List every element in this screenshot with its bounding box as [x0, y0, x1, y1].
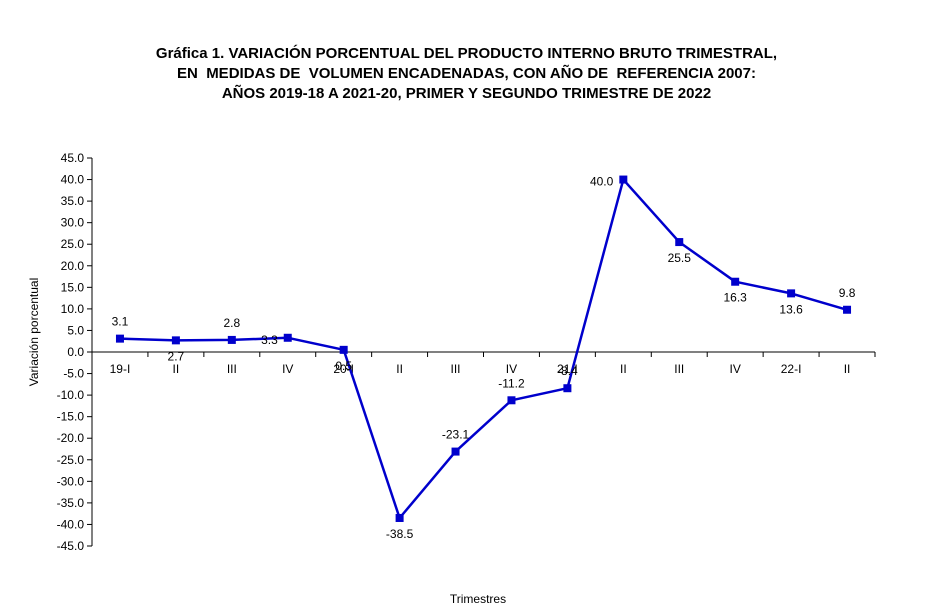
x-tick-label: II [396, 362, 403, 376]
y-tick-label: 5.0 [67, 323, 84, 337]
data-label: 3.3 [261, 333, 278, 347]
data-point [171, 336, 180, 345]
data-point [283, 333, 292, 342]
data-label: 13.6 [779, 302, 803, 316]
data-label: -8.4 [557, 364, 578, 378]
y-axis-ticks: 45.0 40.0 35.0 30.0 25.0 20.0 15.0 10.0 5.0 0.0 -5… [57, 151, 92, 553]
data-label: 40.0 [590, 175, 614, 189]
y-tick-label: -35.0 [57, 496, 85, 510]
data-label: 2.7 [168, 349, 185, 363]
chart-title-line-3: AÑOS 2019-18 A 2021-20, PRIMER Y SEGUNDO… [221, 85, 712, 102]
series-markers [115, 175, 852, 522]
y-tick-label: 45.0 [61, 151, 85, 165]
data-label: 9.8 [839, 286, 856, 300]
y-tick-label: 40.0 [61, 173, 85, 187]
data-point [115, 334, 124, 343]
x-tick-label: III [227, 362, 237, 376]
y-tick-label: -15.0 [57, 410, 85, 424]
y-tick-label: 35.0 [61, 194, 85, 208]
y-tick-label: 20.0 [61, 259, 85, 273]
y-tick-label: -10.0 [57, 388, 85, 402]
data-point [507, 396, 516, 405]
x-tick-label: II [844, 362, 851, 376]
data-label: 0.5 [335, 359, 352, 373]
y-tick-label: -20.0 [57, 431, 85, 445]
chart-title-line-1: Gráfica 1. VARIACIÓN PORCENTUAL DEL PROD… [155, 45, 778, 62]
x-tick-label: 19-I [110, 362, 131, 376]
data-point [227, 335, 236, 344]
y-tick-label: -40.0 [57, 517, 85, 531]
x-tick-label: III [674, 362, 684, 376]
data-label: -38.5 [386, 527, 414, 541]
x-tick-label: IV [282, 362, 293, 376]
data-label: -11.2 [498, 376, 525, 390]
data-point [451, 447, 460, 456]
x-tick-label: III [451, 362, 461, 376]
data-label: 2.8 [223, 316, 240, 330]
y-tick-label: -5.0 [63, 367, 84, 381]
x-tick-label: II [620, 362, 627, 376]
y-tick-label: 30.0 [61, 216, 85, 230]
data-label: 3.1 [112, 315, 129, 329]
data-point [395, 513, 404, 522]
x-axis-ticks: 19-I II III IV 20-I II III IV 21-I II III IV 22-I II [91, 352, 876, 376]
data-label: 25.5 [668, 251, 692, 265]
y-axis-title: Variación porcentual [27, 278, 41, 387]
x-tick-label: IV [730, 362, 741, 376]
data-point [731, 277, 740, 286]
y-tick-label: 15.0 [61, 280, 85, 294]
chart-title-line-2: EN MEDIDAS DE VOLUMEN ENCADENADAS, CON A… [177, 65, 756, 82]
y-tick-label: -45.0 [57, 539, 85, 553]
data-point [619, 175, 628, 184]
data-point [675, 238, 684, 247]
y-tick-label: 25.0 [61, 237, 85, 251]
x-tick-label: IV [506, 362, 517, 376]
data-labels: 3.1 2.7 2.8 3.3 0.5 -38.5 -23.1 -11.2 -8.4 40.0 25… [112, 175, 856, 541]
y-tick-label: -30.0 [57, 474, 85, 488]
data-label: 16.3 [723, 291, 747, 305]
y-tick-label: 10.0 [61, 302, 85, 316]
data-point [843, 305, 852, 314]
x-tick-label: II [173, 362, 180, 376]
x-tick-label: 22-I [781, 362, 802, 376]
data-label: -23.1 [442, 428, 470, 442]
data-point [339, 345, 348, 354]
y-tick-label: 0.0 [67, 345, 84, 359]
data-point [563, 384, 572, 393]
x-axis-title: Trimestres [450, 592, 506, 606]
series-line [119, 178, 848, 520]
data-point [787, 289, 796, 298]
y-tick-label: -25.0 [57, 453, 85, 467]
chart-title: Gráfica 1. VARIACIÓN PORCENTUAL DEL PROD… [0, 44, 933, 104]
